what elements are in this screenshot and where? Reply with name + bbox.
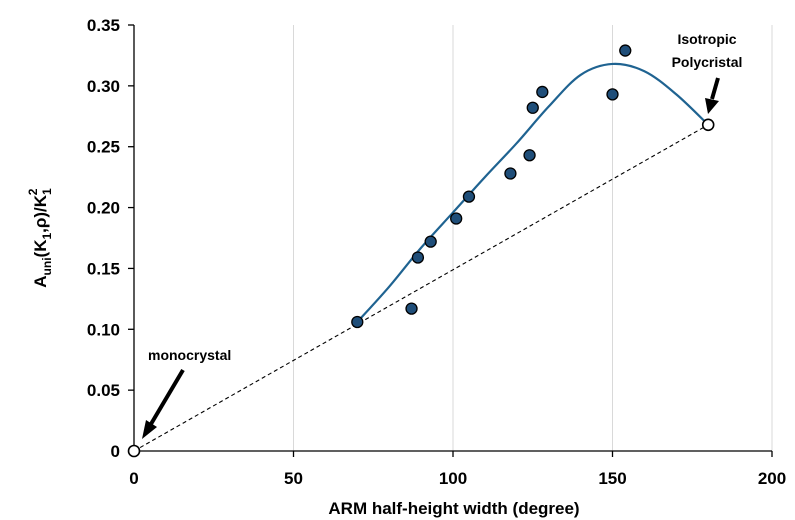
data-point [526, 101, 539, 114]
y-label-sup-3: 2 [26, 188, 40, 195]
endpoint-markers [127, 118, 715, 458]
data-point [405, 302, 418, 315]
x-tick-label: 200 [758, 469, 786, 488]
data-point [606, 88, 619, 101]
data-point [450, 212, 463, 225]
annotation-arrow-polycrystal [710, 77, 720, 100]
y-tick-label: 0.35 [87, 16, 120, 35]
x-tick-label: 0 [129, 469, 138, 488]
y-tick-label: 0.20 [87, 199, 120, 218]
y-tick-label: 0 [111, 442, 120, 461]
y-label-part-3: ,ρ)/K [31, 194, 50, 233]
y-axis-label: Auni(K1,ρ)/K12 [26, 188, 54, 288]
x-tick-label: 50 [284, 469, 303, 488]
y-label-sub-2: 1 [40, 233, 54, 240]
y-tick-label: 0.15 [87, 259, 120, 278]
annotation-arrow-monocrystal [149, 368, 185, 426]
y-tick-label: 0.25 [87, 138, 120, 157]
reference-line-group [133, 124, 709, 452]
data-point [536, 85, 549, 99]
y-tick-label: 0.10 [87, 320, 120, 339]
data-point [351, 315, 364, 329]
vertical-gridlines [293, 25, 773, 451]
x-tick-label: 150 [598, 469, 626, 488]
data-point [411, 251, 425, 264]
y-label-sub-1: uni [40, 257, 54, 275]
arrow-head-polycrystal [705, 98, 719, 114]
annotation-polycristal: Polycristal [672, 54, 743, 70]
data-point [462, 190, 476, 203]
y-label-sub-3: 1 [40, 188, 54, 195]
reference-line [133, 124, 709, 452]
endpoint-marker [701, 118, 715, 132]
y-tick-label: 0.05 [87, 381, 120, 400]
fit-curve-group [356, 62, 709, 323]
arrow-head-monocrystal [142, 420, 157, 439]
annotation-isotropic: Isotropic [677, 31, 736, 47]
y-tick-marks: 0 0.05 0.10 0.15 0.20 0.25 0.30 0.35 [87, 16, 134, 461]
x-axis-label: ARM half-height width (degree) [328, 499, 579, 518]
data-point [424, 235, 437, 248]
data-point [619, 44, 632, 57]
y-tick-label: 0.30 [87, 77, 120, 96]
data-point [504, 167, 517, 180]
data-point [523, 149, 536, 162]
y-label-part-2: (K [31, 239, 50, 258]
fit-curve [356, 62, 709, 323]
y-label-part-1: A [31, 275, 50, 287]
x-tick-marks: 0 50 100 150 200 [129, 451, 786, 488]
annotation-monocrystal: monocrystal [148, 347, 231, 363]
endpoint-marker [127, 444, 141, 458]
data-points [351, 44, 632, 329]
x-tick-label: 100 [439, 469, 467, 488]
